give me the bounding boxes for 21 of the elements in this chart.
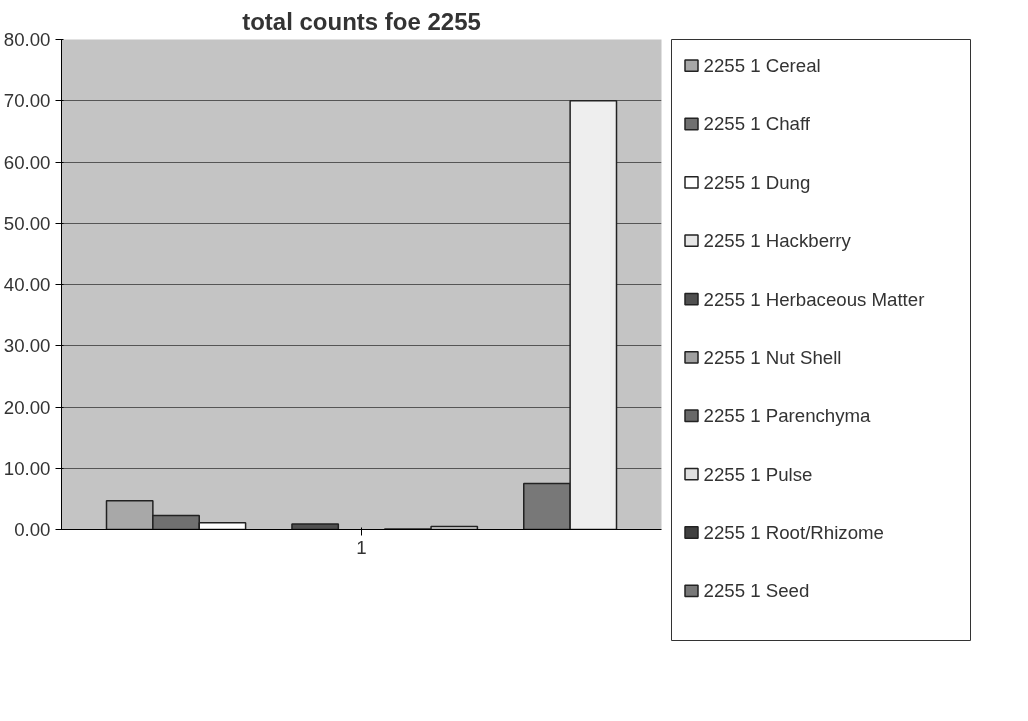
y-tick-label: 40.00 — [3, 274, 51, 295]
legend-label: 2255 1 Dung — [703, 171, 811, 193]
chart-title: total counts foe 2255 — [242, 7, 481, 35]
legend-label: 2255 1 Herbaceous Matter — [703, 288, 925, 310]
y-tick-label: 80.00 — [3, 29, 51, 50]
legend-label: 2255 1 Root/Rhizome — [703, 521, 884, 543]
legend-label: 2255 1 Cereal — [703, 55, 821, 77]
legend-label: 2255 1 Chaff — [703, 113, 811, 135]
y-tick-label: 0.00 — [14, 519, 51, 540]
y-tick-label: 20.00 — [3, 396, 51, 418]
y-tick-label: 50.00 — [3, 212, 51, 234]
legend-label: 2255 1 Parenchyma — [703, 405, 872, 427]
legend-label: 2255 1 Pulse — [703, 463, 813, 485]
legend-label: 2255 1 Hackberry — [703, 230, 852, 252]
y-tick-label: 10.00 — [3, 457, 51, 479]
y-tick-label: 30.00 — [3, 335, 51, 357]
legend-label: 2255 1 Seed — [703, 580, 810, 602]
y-tick-label: 70.00 — [3, 90, 51, 112]
x-tick-label: 1 — [356, 536, 367, 558]
legend-label: 2255 1 Nut Shell — [703, 346, 842, 368]
y-tick-label: 60.00 — [3, 151, 51, 173]
